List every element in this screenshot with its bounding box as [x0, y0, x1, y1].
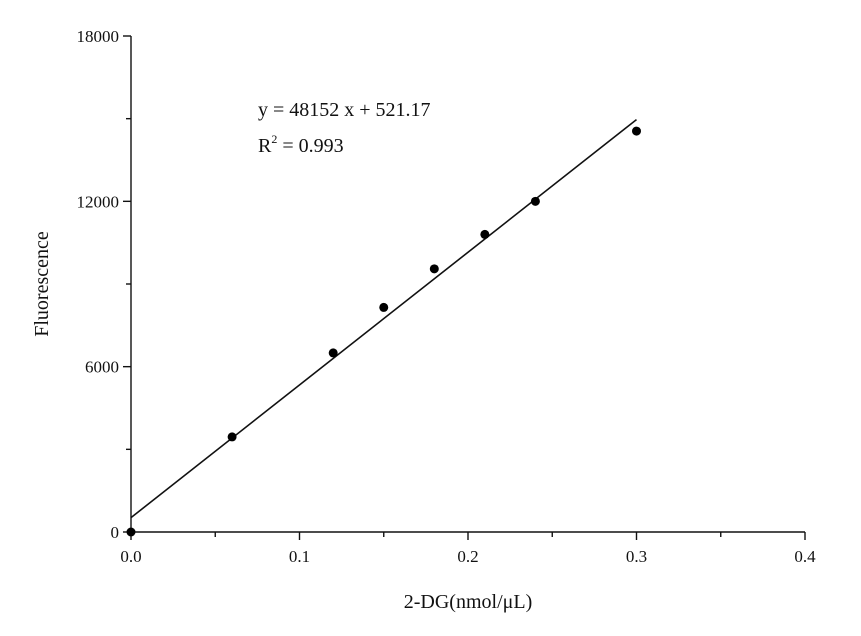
y-tick-label: 0 [111, 523, 120, 542]
data-point [379, 302, 389, 312]
fit-equation: y = 48152 x + 521.17 [258, 99, 431, 121]
x-axis-title: 2-DG(nmol/μL) [404, 591, 532, 613]
data-point [126, 527, 136, 537]
data-point [328, 348, 338, 358]
x-tick-label: 0.1 [289, 547, 310, 566]
data-point [227, 432, 237, 442]
x-axis-ticks: 0.0 0.1 0.2 0.3 0.4 [120, 532, 816, 566]
r-squared-symbol: R [258, 135, 272, 157]
x-tick-label: 0.3 [626, 547, 647, 566]
data-point [429, 264, 439, 274]
x-tick-label: 0.0 [120, 547, 141, 566]
data-points [126, 126, 641, 537]
y-axis-ticks: 0 6000 12000 18000 [77, 27, 131, 542]
r-squared: R2 = 0.993 [258, 132, 344, 157]
x-tick-label: 0.2 [457, 547, 478, 566]
y-tick-label: 12000 [77, 192, 120, 211]
y-tick-label: 18000 [77, 27, 120, 46]
data-point [480, 229, 490, 239]
data-point [530, 196, 540, 206]
data-point [632, 126, 641, 136]
y-tick-label: 6000 [85, 358, 119, 377]
plot-area: 0.0 0.1 0.2 0.3 0.4 0 6000 12000 18000 y = 4815… [77, 27, 817, 566]
x-tick-label: 0.4 [794, 547, 816, 566]
r-squared-value: = 0.993 [277, 135, 343, 157]
r-squared-exponent: 2 [271, 132, 277, 146]
y-axis-title: Fluorescence [31, 231, 53, 337]
regression-line [130, 118, 637, 519]
